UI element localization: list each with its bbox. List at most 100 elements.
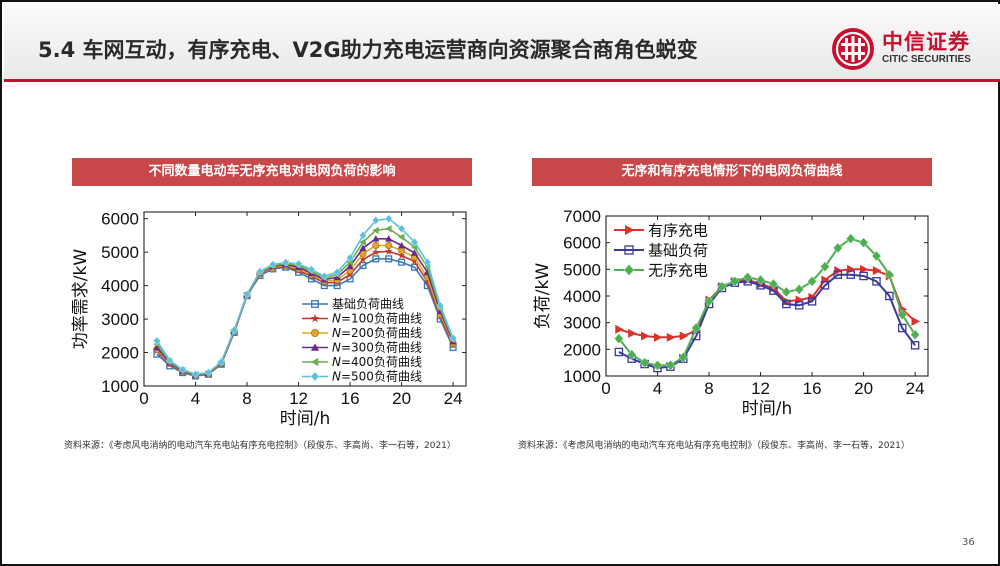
right-panel-header: 无序和有序充电情形下的电网负荷曲线 bbox=[532, 158, 932, 186]
data-point bbox=[385, 225, 392, 233]
legend-marker bbox=[624, 245, 634, 255]
data-point bbox=[678, 352, 689, 363]
data-point bbox=[294, 259, 303, 269]
data-point bbox=[872, 266, 882, 276]
data-point bbox=[845, 233, 856, 244]
legend-label: N=200负荷曲线 bbox=[332, 326, 422, 340]
legend-marker bbox=[310, 371, 320, 382]
data-point bbox=[910, 329, 920, 340]
data-point bbox=[359, 238, 366, 246]
slide-title: 5.4 车网互动，有序充电、V2G助力充电运营商向资源聚合商角色蜕变 bbox=[38, 38, 698, 62]
data-point bbox=[346, 253, 354, 263]
plot-frame bbox=[605, 215, 929, 377]
left-source-note: 资料来源：《考虑风电消纳的电动汽车充电站有序充电控制》（段俊东、李高尚、李一石等… bbox=[64, 441, 456, 451]
data-point bbox=[410, 249, 419, 256]
data-point bbox=[243, 290, 251, 299]
data-point bbox=[691, 322, 701, 334]
y-tick-label: 3000 bbox=[563, 314, 601, 333]
legend-marker bbox=[311, 329, 319, 337]
data-point bbox=[615, 324, 624, 334]
data-point bbox=[423, 277, 432, 285]
data-point bbox=[385, 255, 393, 263]
right-source-note: 资料来源：《考虑风电消纳的电动汽车充电站有序充电控制》（段俊东、李高尚、李一石等… bbox=[518, 441, 910, 451]
data-point bbox=[641, 331, 650, 341]
left-panel-header: 不同数量电动车无序充电对电网负荷的影响 bbox=[72, 158, 472, 186]
x-tick-label: 24 bbox=[906, 379, 925, 398]
data-point bbox=[384, 247, 393, 255]
data-point bbox=[755, 274, 766, 286]
citic-logo-emblem-icon bbox=[832, 28, 874, 70]
data-point bbox=[191, 370, 200, 379]
y-tick-label: 6000 bbox=[563, 234, 601, 253]
data-point bbox=[782, 299, 791, 309]
y-tick-label: 4000 bbox=[101, 277, 139, 296]
data-point bbox=[359, 255, 367, 263]
data-point bbox=[614, 347, 624, 357]
data-point bbox=[652, 360, 663, 371]
data-point bbox=[204, 368, 213, 377]
data-point bbox=[679, 331, 689, 341]
data-point bbox=[872, 277, 881, 286]
data-point bbox=[268, 260, 277, 269]
data-point bbox=[704, 296, 714, 307]
data-point bbox=[665, 360, 676, 371]
y-tick-label: 2000 bbox=[101, 344, 139, 363]
data-point bbox=[910, 341, 920, 350]
data-point bbox=[320, 271, 329, 281]
data-point bbox=[410, 237, 419, 247]
legend-label: 有序充电 bbox=[648, 221, 708, 239]
y-tick-label: 1000 bbox=[101, 377, 139, 396]
legend-marker bbox=[311, 300, 319, 308]
title-bar: 5.4 车网互动，有序充电、V2G助力充电运营商向资源聚合商角色蜕变 中信证券 … bbox=[4, 4, 1000, 82]
data-point bbox=[897, 309, 908, 320]
x-axis-label: 时间/h bbox=[742, 399, 793, 419]
data-point bbox=[398, 233, 405, 241]
data-point bbox=[768, 278, 779, 290]
data-point bbox=[256, 267, 264, 276]
legend-marker bbox=[310, 313, 320, 323]
data-point bbox=[384, 214, 393, 223]
data-point bbox=[165, 356, 174, 365]
data-point bbox=[359, 244, 367, 252]
data-point bbox=[346, 270, 354, 278]
data-point bbox=[833, 270, 843, 279]
data-point bbox=[859, 271, 868, 281]
page-number: 36 bbox=[962, 537, 975, 548]
legend-marker bbox=[310, 343, 320, 351]
y-axis-label: 负荷/kW bbox=[533, 263, 553, 330]
x-tick-label: 8 bbox=[704, 379, 713, 398]
right-line-chart: 0 4 8 12 16 20 24 1000 2000 3000 4000 5000 6000 7000 时… bbox=[533, 207, 929, 419]
data-point bbox=[397, 251, 406, 259]
data-point bbox=[628, 328, 637, 338]
data-point bbox=[871, 250, 882, 262]
x-tick-label: 16 bbox=[341, 389, 360, 408]
x-tick-label: 24 bbox=[444, 389, 463, 408]
legend-marker bbox=[625, 225, 635, 235]
data-point bbox=[307, 265, 316, 274]
legend-label: N=500负荷曲线 bbox=[332, 370, 422, 384]
data-point bbox=[820, 281, 830, 290]
data-point bbox=[730, 276, 740, 287]
data-point bbox=[372, 235, 380, 242]
data-point bbox=[614, 333, 624, 344]
legend-marker bbox=[623, 264, 635, 276]
data-point bbox=[653, 332, 663, 342]
y-tick-label: 4000 bbox=[563, 287, 601, 306]
y-tick-label: 5000 bbox=[563, 260, 601, 279]
data-point bbox=[153, 336, 161, 346]
data-point bbox=[860, 264, 869, 274]
data-point bbox=[820, 261, 830, 272]
data-point bbox=[153, 343, 161, 351]
legend-label: N=300负荷曲线 bbox=[332, 341, 422, 355]
data-point bbox=[385, 235, 393, 242]
x-tick-label: 0 bbox=[139, 389, 148, 408]
left-line-chart: 0 4 8 12 16 20 24 1000 2000 3000 4000 5000 6000 时间/h 功… bbox=[71, 210, 467, 429]
y-tick-label: 2000 bbox=[563, 340, 601, 359]
y-axis-label: 功率需求/kW bbox=[71, 249, 91, 350]
data-point bbox=[178, 365, 187, 374]
legend-label: N=100负荷曲线 bbox=[332, 312, 422, 326]
data-point bbox=[781, 286, 792, 298]
y-tick-label: 1000 bbox=[563, 367, 601, 386]
legend-label: 基础负荷曲线 bbox=[332, 297, 404, 311]
data-point bbox=[230, 325, 239, 335]
